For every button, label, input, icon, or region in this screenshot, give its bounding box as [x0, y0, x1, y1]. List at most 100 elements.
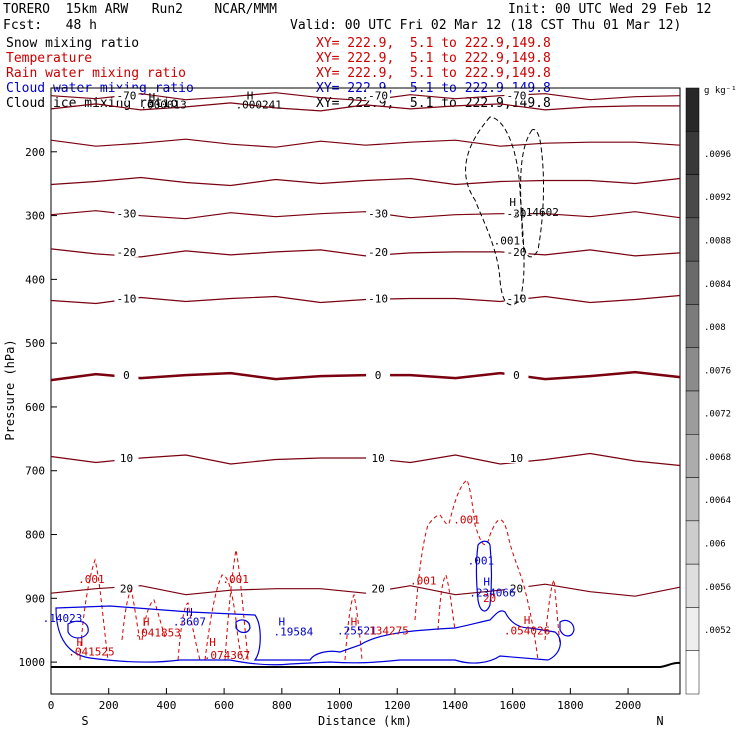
temperature-contour-label: 0	[513, 369, 520, 382]
temperature-contour-label: -70	[507, 90, 527, 103]
contour-annotation: .041853	[135, 627, 181, 640]
temperature-contour-label: -20	[117, 246, 137, 259]
contour-label-bg	[114, 206, 139, 219]
contour-annotation: H	[351, 616, 358, 629]
ground-surface	[51, 661, 681, 668]
contour-annotation: .000013	[140, 98, 186, 111]
contour-label-bg	[504, 450, 529, 463]
x-tick-label: 1600	[499, 699, 526, 712]
contour-annotation: H	[509, 196, 516, 209]
x-tick-label: 0	[48, 699, 55, 712]
contour-annotation: H	[143, 616, 150, 629]
contour-annotation: H	[247, 89, 254, 102]
colorbar-label: .0068	[704, 453, 731, 463]
contour-label-bg	[504, 368, 529, 381]
colorbar-label: .0084	[704, 280, 731, 290]
temperature-contour-label: 10	[371, 452, 384, 465]
temperature-contour	[50, 248, 681, 258]
contour-annotation: H	[524, 614, 531, 627]
temperature-contour-label: -30	[117, 208, 137, 221]
temperature-contour-label: -20	[368, 246, 388, 259]
temperature-contour	[50, 92, 681, 102]
colorbar-swatch	[685, 434, 700, 478]
contour-label-bg	[114, 291, 139, 304]
rain-contour-6	[224, 549, 249, 661]
colorbar-swatch	[685, 477, 700, 522]
y-axis-ticks: 200 300 400 500 600 700 800 900 1000	[19, 146, 57, 669]
contour-annotation: .25521	[337, 625, 377, 638]
x-tick-label: 200	[99, 699, 119, 712]
y-tick-label: 800	[25, 529, 45, 542]
x-tick-label: 2000	[615, 699, 642, 712]
contour-annotation: .074367	[204, 649, 250, 662]
init-time: Init: 00 UTC Wed 29 Feb 12	[508, 2, 712, 17]
contour-annotation: .001	[410, 574, 437, 587]
temperature-contour-label: 10	[510, 452, 523, 465]
contour-label-bg	[504, 244, 529, 257]
colorbar-swatch	[685, 520, 700, 565]
contour-annotation: H	[149, 91, 156, 104]
x-axis-label: Distance (km)	[318, 714, 412, 728]
x-axis-ticks: 0 200 400 600 800 1000 1200 1400 1600 1800 2000	[48, 688, 642, 712]
temperature-contour	[50, 583, 681, 597]
colorbar-label: .0092	[704, 193, 731, 203]
y-tick-label: 200	[25, 146, 45, 159]
temperature-contour-label: -70	[117, 90, 137, 103]
y-tick-label: 900	[25, 592, 45, 605]
contour-annotation: .3607	[173, 616, 206, 629]
contour-label-bg	[504, 88, 529, 101]
rain-contour-1	[79, 558, 109, 661]
contour-label-bg	[366, 291, 391, 304]
colorbar-label: .0076	[704, 366, 731, 376]
cloud-water-small-3	[67, 620, 89, 639]
contour-label-bg	[504, 581, 529, 594]
contour-annotation: .134275	[363, 625, 409, 638]
colorbar-swatch	[685, 174, 700, 219]
temperature-contour-label: -70	[368, 90, 388, 103]
legend-temperature-xy: XY= 222.9, 5.1 to 222.9,149.8	[316, 51, 551, 66]
cloud-ice-contour-outer	[465, 116, 525, 306]
contour-annotation: .054026	[504, 625, 550, 638]
contour-annotation: .001	[78, 573, 105, 586]
temperature-contour-label: 20	[371, 583, 384, 596]
contour-annotation: .001	[222, 573, 249, 586]
colorbar-swatch	[685, 260, 700, 305]
rain-contour-3	[141, 599, 167, 641]
colorbar-swatch	[685, 563, 700, 608]
temperature-contour-label: 0	[123, 369, 130, 382]
contour-label-bg	[504, 206, 529, 219]
valid-time: Valid: 00 UTC Fri 02 Mar 12 (18 CST Thu …	[290, 18, 682, 33]
contour-label-bg	[366, 206, 391, 219]
cloud-water-small-2	[559, 619, 575, 637]
contour-label-bg	[114, 244, 139, 257]
direction-end-label: N	[656, 714, 663, 728]
contour-label-bg	[366, 581, 391, 594]
temperature-contour-label: 20	[510, 583, 523, 596]
colorbar-swatch	[685, 607, 700, 651]
legend-snow-name: Snow mixing ratio	[6, 36, 140, 51]
contour-annotation: .041525	[68, 646, 114, 659]
contour-label-bg	[504, 291, 529, 304]
temperature-contour-label: 10	[120, 452, 133, 465]
colorbar-label: .0052	[704, 626, 731, 636]
y-tick-label: 300	[25, 210, 45, 223]
colorbar-swatch	[685, 131, 700, 175]
cloud-ice-contours	[465, 116, 545, 306]
x-tick-label: 400	[156, 699, 176, 712]
contour-label-bg	[114, 581, 139, 594]
rain-contour-7	[344, 593, 363, 661]
temperature-contour-label: 20	[120, 583, 133, 596]
temperature-contour-label: 0	[375, 369, 382, 382]
colorbar: .0096 .0092 .0088 .0084 .008 .0076 .0072 .0068.…	[685, 87, 731, 695]
contour-label-bg	[366, 450, 391, 463]
rain-contour-10	[544, 578, 561, 646]
contour-label-bg	[114, 368, 139, 381]
contour-label-bg	[366, 88, 391, 101]
temperature-contour	[50, 370, 681, 382]
rain-contour-4	[177, 602, 201, 661]
y-tick-label: 400	[25, 273, 45, 286]
temperature-contour-label: -10	[117, 293, 137, 306]
contour-annotation: H	[186, 606, 193, 619]
colorbar-label: .0072	[704, 410, 731, 420]
